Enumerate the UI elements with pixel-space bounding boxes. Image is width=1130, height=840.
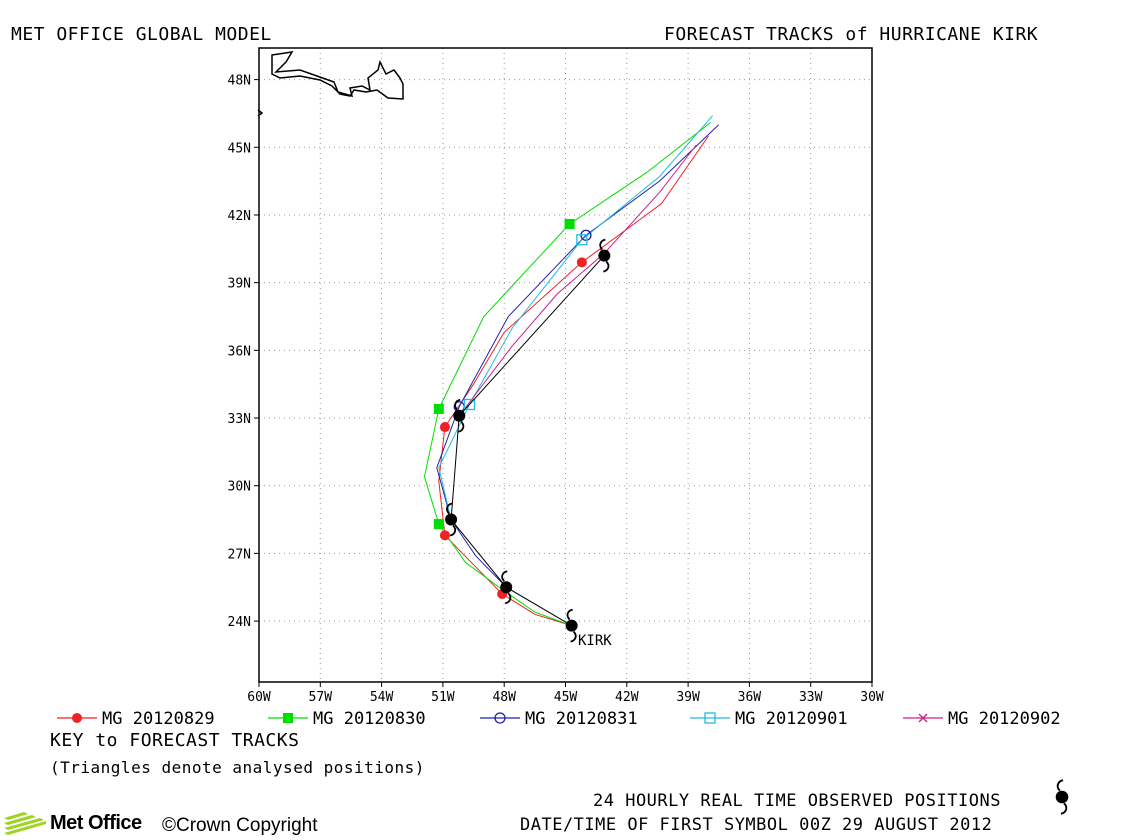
track-marker [576,234,588,246]
track-marker [463,398,476,411]
observed-symbol-icon [1055,779,1069,815]
y-tick-label: 30N [228,480,251,495]
y-tick-label: 39N [228,277,251,292]
x-tick-label: 54W [370,690,394,705]
x-tick-label: 48W [492,690,516,705]
legend-marker [72,713,82,723]
hurricane-symbol-icon [565,608,578,643]
track-marker [433,519,444,530]
chart-title-right: FORECAST TRACKS of HURRICANE KIRK [664,24,1039,45]
legend-label-mg20120830: MG 20120830 [313,709,426,729]
hurricane-symbol-icon [445,502,458,537]
copyright-notice: ©Crown Copyright [162,815,318,836]
key-title: KEY to FORECAST TRACKS [50,730,300,751]
x-tick-label: 45W [554,690,578,705]
x-tick-label: 30W [860,690,884,705]
y-tick-label: 42N [228,209,251,224]
first-symbol-date: DATE/TIME OF FIRST SYMBOL 00Z 29 AUGUST … [520,815,993,835]
observed-positions-label: 24 HOURLY REAL TIME OBSERVED POSITIONS [593,791,1001,811]
track-marker [433,403,444,414]
legend-marker [283,713,293,723]
y-tick-label: 33N [228,412,251,427]
x-tick-label: 60W [247,690,271,705]
forecast-tracks [423,115,720,627]
grid [259,48,872,682]
y-tick-label: 36N [228,344,251,359]
hurricane-symbol-icon [500,570,513,605]
legend-marker [494,712,506,724]
legend-label-mg20120902: MG 20120902 [948,709,1061,729]
track-marker [564,218,575,229]
track-mg-20120829 [438,135,709,627]
met-office-logo-text: Met Office [50,812,142,834]
chart-title-left: MET OFFICE GLOBAL MODEL [11,24,272,45]
observed-positions [445,238,611,643]
x-tick-label: 42W [615,690,639,705]
hurricane-key-icon [1055,779,1069,815]
legend [57,712,943,724]
hurricane-symbol-icon [598,238,611,273]
track-mg-20120902 [458,144,697,417]
y-tick-label: 27N [228,547,251,562]
legend-label-mg20120831: MG 20120831 [525,709,638,729]
track-marker [439,422,450,433]
x-tick-label: 33W [799,690,823,705]
x-tick-label: 39W [676,690,700,705]
axes: 60W 57W 54W 51W 48W 45W 42W 39W 36W 33W 30W 24N 27N 3… [228,47,884,705]
met-office-logo-icon [4,812,46,835]
track-mg-20120830 [423,122,711,627]
y-tick-label: 45N [228,141,251,156]
x-tick-label: 57W [309,690,333,705]
y-tick-label: 24N [228,615,251,630]
legend-marker [918,713,928,723]
track-mg-20120901 [438,115,713,520]
legend-label-mg20120901: MG 20120901 [735,709,848,729]
legend-marker [704,712,716,724]
y-tick-label: 48N [228,74,251,89]
x-tick-label: 51W [431,690,455,705]
plot-frame [258,47,873,683]
track-marker [576,257,587,268]
storm-label: KIRK [578,633,612,649]
legend-label-mg20120829: MG 20120829 [102,709,215,729]
track-marker [439,530,450,541]
x-tick-label: 36W [738,690,762,705]
key-note: (Triangles denote analysed positions) [50,758,425,777]
hurricane-symbol-icon [453,398,466,433]
track-mg-20120831 [436,124,720,588]
